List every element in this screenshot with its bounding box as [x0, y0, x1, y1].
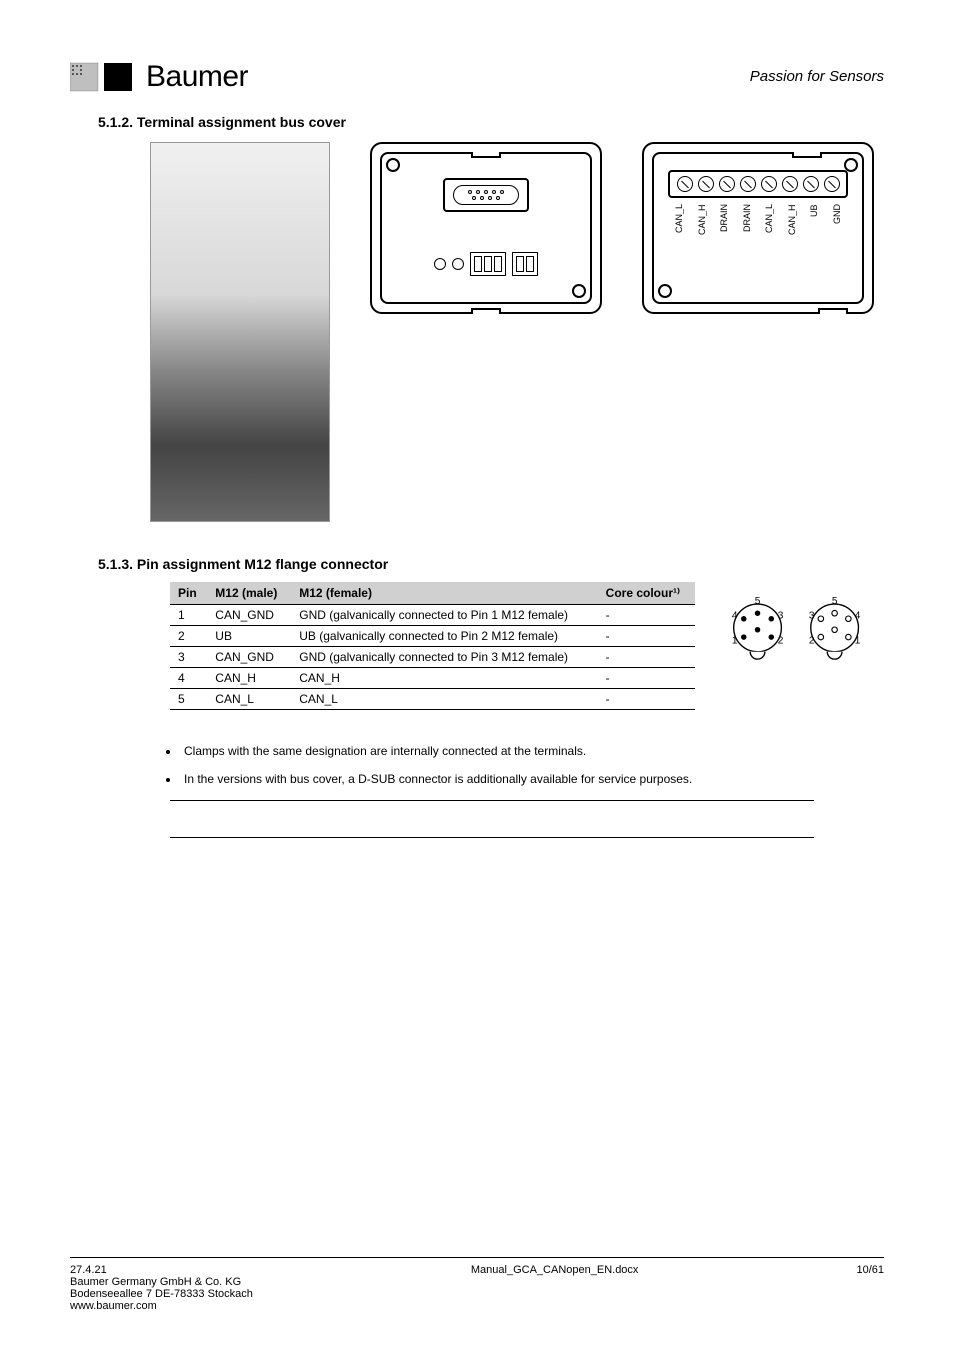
th-colour: Core colour¹⁾ [598, 582, 695, 605]
product-photo [150, 142, 330, 522]
divider [170, 800, 814, 801]
logo: Baumer [70, 60, 248, 94]
svg-text:5: 5 [832, 596, 838, 607]
page-header: Baumer Passion for Sensors [70, 60, 884, 94]
footer-page: 10/61 [856, 1264, 884, 1312]
svg-text:4: 4 [732, 611, 738, 622]
th-pin: Pin [170, 582, 207, 605]
svg-text:2: 2 [778, 636, 784, 647]
diagram-dsub [370, 142, 602, 314]
term-label: CAN_L [674, 204, 684, 244]
term-label: CAN_H [787, 204, 797, 244]
table-row: 3CAN_GNDGND (galvanically connected to P… [170, 647, 695, 668]
term-label: CAN_L [764, 204, 774, 244]
svg-text:5: 5 [755, 596, 761, 607]
term-label: DRAIN [719, 204, 729, 244]
term-label: GND [832, 204, 842, 244]
figures-row: CAN_L CAN_H DRAIN DRAIN CAN_L CAN_H UB G… [150, 142, 884, 522]
svg-text:1: 1 [732, 636, 738, 647]
svg-text:1: 1 [855, 636, 861, 647]
svg-text:3: 3 [778, 611, 784, 622]
m12-connector-diagram: 1 2 3 4 5 1 2 3 4 5 [719, 582, 884, 672]
divider [170, 837, 814, 838]
diagram-terminals: CAN_L CAN_H DRAIN DRAIN CAN_L CAN_H UB G… [642, 142, 874, 314]
term-label: UB [809, 204, 819, 244]
tagline: Passion for Sensors [750, 68, 884, 85]
svg-text:3: 3 [809, 611, 815, 622]
brand-name: Baumer [146, 60, 248, 94]
svg-text:4: 4 [855, 611, 861, 622]
pin-table: Pin M12 (male) M12 (female) Core colour¹… [170, 582, 695, 710]
section-title-bus-cover: 5.1.2. Terminal assignment bus cover [98, 114, 884, 130]
bullet-list: Clamps with the same designation are int… [180, 744, 884, 786]
footer-date: 27.4.21 [70, 1264, 253, 1276]
footer-url: www.baumer.com [70, 1300, 253, 1312]
th-male: M12 (male) [207, 582, 291, 605]
th-female: M12 (female) [291, 582, 597, 605]
footer-filename: Manual_GCA_CANopen_EN.docx [471, 1264, 639, 1312]
pin-table-row: Pin M12 (male) M12 (female) Core colour¹… [170, 582, 884, 710]
page-footer: 27.4.21 Baumer Germany GmbH & Co. KG Bod… [70, 1257, 884, 1312]
footer-company: Baumer Germany GmbH & Co. KG [70, 1276, 253, 1288]
section-title-pin-m12: 5.1.3. Pin assignment M12 flange connect… [98, 556, 884, 572]
svg-text:2: 2 [809, 636, 815, 647]
footer-location: Bodenseeallee 7 DE-78333 Stockach [70, 1288, 253, 1300]
table-row: 1CAN_GNDGND (galvanically connected to P… [170, 605, 695, 626]
logo-icon [70, 62, 132, 92]
table-row: 5CAN_LCAN_L- [170, 689, 695, 710]
table-row: 2UBUB (galvanically connected to Pin 2 M… [170, 626, 695, 647]
bullet-item: Clamps with the same designation are int… [180, 744, 884, 758]
term-label: CAN_H [697, 204, 707, 244]
table-row: 4CAN_HCAN_H- [170, 668, 695, 689]
term-label: DRAIN [742, 204, 752, 244]
bullet-item: In the versions with bus cover, a D-SUB … [180, 772, 884, 786]
